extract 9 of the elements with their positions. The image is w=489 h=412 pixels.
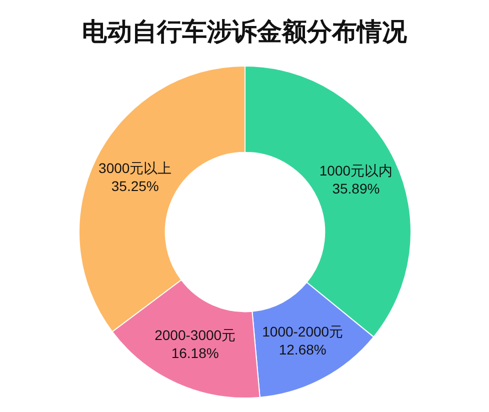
- data-label: 12.68%: [278, 341, 326, 358]
- slice-label: 2000-3000元: [154, 327, 236, 344]
- slice-label: 1000-2000元: [262, 323, 344, 340]
- data-label: 35.89%: [332, 180, 380, 196]
- data-label: 16.18%: [171, 345, 219, 362]
- slice-label: 1000元以内: [319, 162, 393, 178]
- data-label: 35.25%: [111, 178, 159, 194]
- chart-title: 电动自行车涉诉金额分布情况: [82, 18, 408, 46]
- slice-label: 3000元以上: [98, 160, 172, 176]
